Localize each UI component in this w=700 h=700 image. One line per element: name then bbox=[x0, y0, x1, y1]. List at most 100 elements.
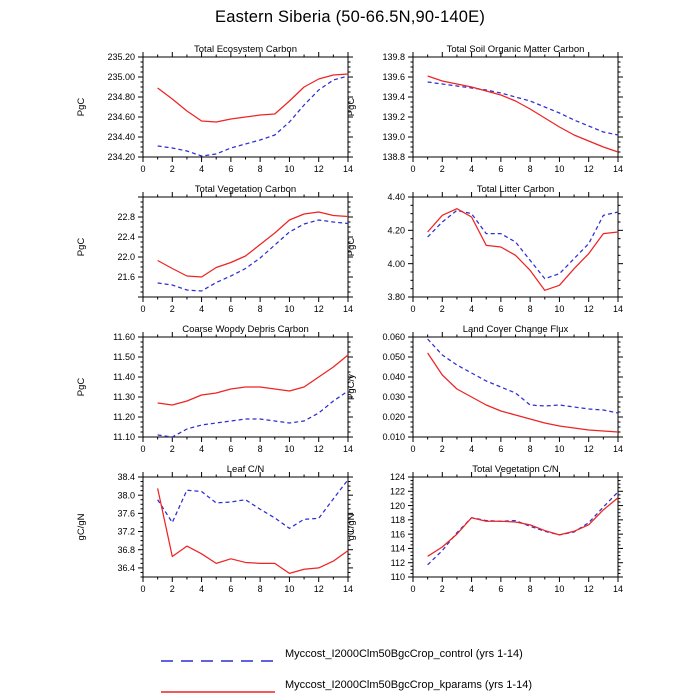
chart-text: 6 bbox=[228, 164, 233, 174]
legend-label-kparams: Myccost_I2000Clm50BgcCrop_kparams (yrs 1… bbox=[285, 678, 532, 691]
chart-text: 0.010 bbox=[382, 432, 405, 442]
kparams-series-line bbox=[157, 73, 349, 123]
chart-text: 4 bbox=[199, 304, 204, 314]
control-series-line bbox=[427, 338, 619, 414]
chart-text: 8 bbox=[258, 164, 263, 174]
chart-text: 14 bbox=[613, 164, 623, 174]
kparams-series-line bbox=[427, 352, 619, 433]
chart-text: 0.020 bbox=[382, 412, 405, 422]
chart-text: 234.80 bbox=[107, 92, 135, 102]
chart-text: 37.6 bbox=[117, 509, 135, 519]
chart-svg-coarse-woody-debris-carbon: 11.10 11.20 11.30 11.40 11.50 11.60 0 2 4 6 8 10 12 1… bbox=[76, 324, 353, 454]
chart-text: 0 bbox=[140, 164, 145, 174]
chart-text: 12 bbox=[314, 584, 324, 594]
chart-text: 12 bbox=[314, 304, 324, 314]
chart-text: 22.4 bbox=[117, 232, 135, 242]
subplot-land-cover-change-flux: 0.010 0.020 0.030 0.040 0.050 0.060 0 2 4 6 8 10 12 1… bbox=[325, 321, 625, 473]
chart-text: 4.20 bbox=[387, 226, 405, 236]
chart-text: 0.060 bbox=[382, 332, 405, 342]
chart-svg-total-litter-carbon: 3.80 4.00 4.20 4.40 0 2 4 6 8 10 12 14 Total Litter … bbox=[346, 184, 623, 314]
kparams-swatch-line bbox=[161, 690, 275, 693]
chart-text: 12 bbox=[584, 304, 594, 314]
chart-text: 139.0 bbox=[382, 132, 405, 142]
chart-text: 234.40 bbox=[107, 132, 135, 142]
chart-text: 0 bbox=[410, 584, 415, 594]
kparams-series-line bbox=[427, 497, 619, 557]
control-series-line bbox=[427, 81, 619, 136]
chart-text: 4 bbox=[199, 164, 204, 174]
chart-text: 2 bbox=[170, 444, 175, 454]
chart-text: Total Soil Organic Matter Carbon bbox=[447, 44, 585, 55]
control-series-line bbox=[157, 390, 349, 438]
chart-text: 234.60 bbox=[107, 112, 135, 122]
control-series-line bbox=[427, 209, 619, 280]
chart-text: PgC bbox=[76, 378, 87, 397]
chart-text: 4 bbox=[469, 304, 474, 314]
axes bbox=[408, 332, 623, 442]
chart-text: 2 bbox=[170, 164, 175, 174]
chart-svg-leaf-cn: 36.4 36.8 37.2 37.6 38.0 38.4 0 2 4 6 8 10 12 14 Leaf … bbox=[76, 464, 353, 594]
chart-svg-total-vegetation-carbon: 21.6 22.0 22.4 22.8 0 2 4 6 8 10 12 14 Total Vegetat… bbox=[76, 184, 353, 314]
chart-text: 8 bbox=[528, 444, 533, 454]
kparams-solid-line-swatch bbox=[160, 682, 276, 693]
figure-title: Eastern Siberia (50-66.5N,90-140E) bbox=[214, 8, 486, 26]
control-series-line bbox=[427, 491, 619, 566]
chart-text: 12 bbox=[584, 584, 594, 594]
chart-text: 12 bbox=[584, 164, 594, 174]
axes bbox=[408, 192, 623, 302]
subplot-coarse-woody-debris-carbon: 11.10 11.20 11.30 11.40 11.50 11.60 0 2 4 6 8 10 12 1… bbox=[55, 321, 355, 473]
chart-text: 14 bbox=[343, 584, 353, 594]
kparams-series-line bbox=[157, 211, 349, 278]
chart-text: 14 bbox=[613, 584, 623, 594]
subplot-total-ecosystem-carbon: 234.20 234.40 234.60 234.80 235.00 235.20 0 2 4 6… bbox=[55, 41, 355, 193]
chart-text: PgC bbox=[76, 98, 87, 117]
axes bbox=[408, 52, 623, 162]
legend-item-control: Myccost_I2000Clm50BgcCrop_control (yrs 1… bbox=[160, 638, 532, 669]
chart-text: 11.20 bbox=[113, 412, 135, 422]
kparams-series-line bbox=[157, 488, 349, 574]
chart-text: 10 bbox=[284, 584, 294, 594]
chart-text: 11.50 bbox=[113, 352, 135, 362]
chart-text: Leaf C/N bbox=[227, 464, 265, 475]
control-series-line bbox=[157, 479, 349, 529]
control-series-line bbox=[157, 75, 349, 157]
chart-text: 10 bbox=[284, 304, 294, 314]
chart-text: Total Litter Carbon bbox=[477, 184, 555, 195]
chart-text: 234.20 bbox=[107, 152, 135, 162]
chart-text: 8 bbox=[528, 304, 533, 314]
chart-text: 8 bbox=[258, 304, 263, 314]
chart-text: 112 bbox=[391, 558, 405, 568]
subplot-leaf-cn: 36.4 36.8 37.2 37.6 38.0 38.4 0 2 4 6 8 10 12 14 Leaf … bbox=[55, 461, 355, 613]
chart-text: 2 bbox=[170, 584, 175, 594]
chart-text: 2 bbox=[440, 444, 445, 454]
chart-text: 0.040 bbox=[382, 372, 405, 382]
axes bbox=[138, 52, 353, 162]
chart-text: 10 bbox=[554, 444, 564, 454]
chart-text: 10 bbox=[554, 304, 564, 314]
chart-text: 14 bbox=[613, 444, 623, 454]
chart-text: 2 bbox=[440, 304, 445, 314]
chart-text: 6 bbox=[498, 164, 503, 174]
axes bbox=[138, 332, 353, 442]
chart-text: 0 bbox=[410, 444, 415, 454]
axes bbox=[408, 472, 623, 582]
chart-text: PgC bbox=[346, 238, 357, 257]
chart-text: 14 bbox=[343, 304, 353, 314]
chart-text: 4 bbox=[199, 584, 204, 594]
chart-text: 14 bbox=[343, 444, 353, 454]
chart-text: 4 bbox=[199, 444, 204, 454]
chart-text: Total Vegetation C/N bbox=[472, 464, 559, 475]
chart-text: 8 bbox=[258, 444, 263, 454]
chart-text: 139.2 bbox=[382, 112, 405, 122]
charts-grid: 234.20 234.40 234.60 234.80 235.00 235.20 0 2 4 6… bbox=[55, 41, 625, 613]
chart-text: 11.60 bbox=[113, 332, 135, 342]
chart-text: 22.8 bbox=[117, 212, 135, 222]
chart-text: 38.0 bbox=[117, 490, 135, 500]
subplot-total-vegetation-cn: 110 112 114 116 118 120 122 124 0 2 4 6 8 10 12 14 Total… bbox=[325, 461, 625, 613]
chart-text: 2 bbox=[170, 304, 175, 314]
chart-text: 0 bbox=[410, 164, 415, 174]
chart-text: 6 bbox=[228, 304, 233, 314]
chart-text: 21.6 bbox=[117, 272, 135, 282]
chart-text: PgC/y bbox=[346, 374, 357, 400]
chart-text: 14 bbox=[613, 304, 623, 314]
